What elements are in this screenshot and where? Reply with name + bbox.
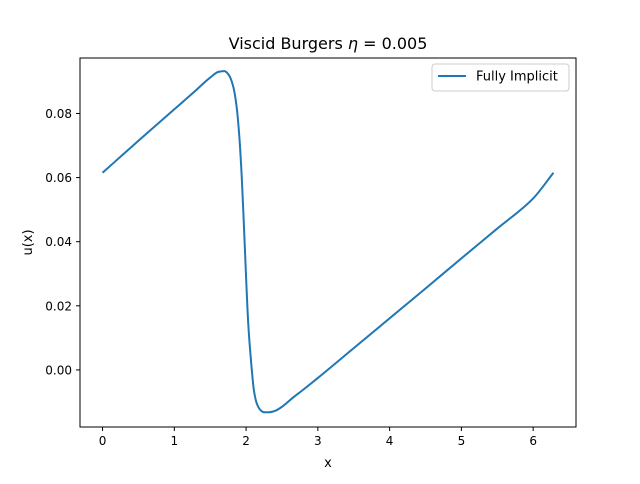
x-tick-label: 4: [386, 434, 394, 448]
x-axis-label: x: [324, 456, 332, 471]
x-tick-label: 5: [458, 434, 466, 448]
y-tick-label: 0.06: [45, 171, 72, 185]
legend-label-fully-implicit: Fully Implicit: [476, 70, 558, 85]
x-axis-ticks: 0 1 2 3 4 5 6: [99, 427, 537, 448]
plot-frame: [79, 57, 577, 428]
y-tick-label: 0.08: [45, 107, 72, 121]
chart-title: Viscid Burgers η = 0.005: [229, 34, 428, 53]
x-tick-label: 6: [529, 434, 537, 448]
legend: Fully Implicit: [431, 63, 570, 92]
y-tick-label: 0.00: [45, 363, 72, 377]
y-tick-label: 0.02: [45, 299, 72, 313]
x-tick-label: 1: [170, 434, 178, 448]
x-tick-label: 3: [314, 434, 322, 448]
plot-area: [101, 70, 555, 414]
x-tick-label: 2: [242, 434, 250, 448]
y-axis-label: u(x): [21, 229, 36, 255]
y-tick-label: 0.04: [45, 235, 72, 249]
x-tick-label: 0: [99, 434, 107, 448]
y-axis-ticks: 0.00 0.02 0.04 0.06 0.08: [45, 107, 80, 377]
series-line-fully-implicit: [101, 70, 555, 414]
legend-box: [431, 63, 570, 92]
